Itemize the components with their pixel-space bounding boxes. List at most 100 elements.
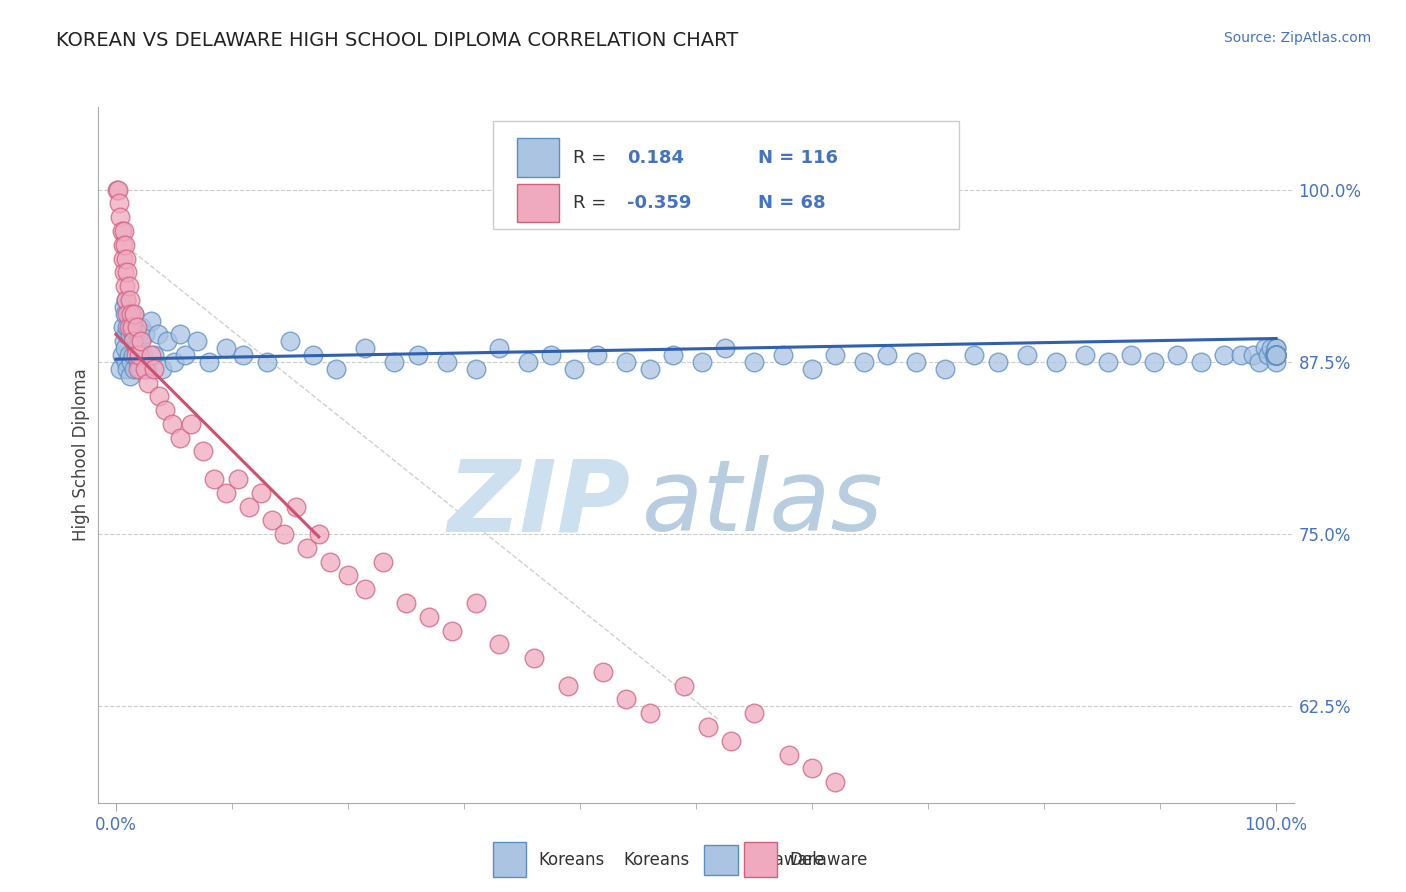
Text: Koreans: Koreans	[624, 851, 690, 869]
Point	[742, 355, 765, 369]
Point	[516, 355, 538, 369]
Point	[614, 355, 637, 369]
Point	[117, 320, 139, 334]
Point	[191, 444, 214, 458]
Point	[336, 568, 359, 582]
Bar	[517, 184, 558, 222]
Point	[1247, 355, 1270, 369]
Point	[1265, 348, 1288, 362]
Point	[1265, 348, 1288, 362]
Point	[1265, 348, 1288, 362]
Point	[1265, 348, 1288, 362]
Point	[136, 376, 159, 390]
Point	[801, 761, 824, 775]
Point	[238, 500, 260, 514]
Text: 0.184: 0.184	[627, 149, 683, 167]
Point	[522, 651, 544, 665]
Point	[1263, 348, 1285, 362]
Point	[115, 252, 138, 266]
Point	[114, 237, 136, 252]
Point	[1265, 348, 1288, 362]
Point	[1265, 348, 1288, 362]
Point	[1265, 355, 1288, 369]
Point	[115, 355, 138, 369]
Point	[1166, 348, 1188, 362]
Point	[371, 555, 394, 569]
Point	[117, 361, 139, 376]
Text: N = 68: N = 68	[758, 194, 825, 212]
Point	[114, 307, 136, 321]
Point	[436, 355, 458, 369]
Point	[1189, 355, 1212, 369]
Text: Delaware: Delaware	[789, 851, 868, 869]
Point	[1265, 348, 1288, 362]
Point	[661, 348, 683, 362]
Point	[121, 313, 143, 327]
Text: R =: R =	[572, 194, 612, 212]
Point	[169, 327, 191, 342]
Point	[586, 348, 609, 362]
Point	[1265, 348, 1288, 362]
Point	[215, 341, 238, 355]
Text: N = 116: N = 116	[758, 149, 838, 167]
Point	[114, 341, 136, 355]
Point	[772, 348, 794, 362]
Point	[592, 665, 614, 679]
Text: Koreans: Koreans	[538, 851, 605, 869]
Point	[562, 361, 585, 376]
Point	[278, 334, 301, 349]
Point	[557, 679, 579, 693]
Point	[115, 327, 138, 342]
Point	[1073, 348, 1095, 362]
Point	[354, 341, 377, 355]
Point	[273, 527, 295, 541]
Point	[134, 361, 156, 376]
Point	[122, 327, 145, 342]
Point	[778, 747, 800, 762]
Point	[186, 334, 208, 349]
Point	[143, 361, 166, 376]
Point	[284, 500, 307, 514]
Point	[308, 527, 330, 541]
Point	[124, 361, 146, 376]
Point	[120, 320, 142, 334]
Point	[1265, 348, 1288, 362]
Point	[1257, 348, 1279, 362]
Point	[1265, 348, 1288, 362]
Point	[174, 348, 197, 362]
Point	[226, 472, 249, 486]
Bar	[744, 842, 778, 877]
Point	[1265, 348, 1288, 362]
Point	[118, 327, 141, 342]
FancyBboxPatch shape	[494, 121, 959, 229]
Text: ZIP: ZIP	[447, 455, 630, 552]
Point	[824, 348, 846, 362]
Point	[256, 355, 278, 369]
Point	[125, 320, 148, 334]
Point	[690, 355, 713, 369]
Point	[128, 348, 150, 362]
Point	[153, 403, 176, 417]
Point	[120, 307, 142, 321]
Point	[714, 341, 737, 355]
Point	[1265, 348, 1288, 362]
Point	[117, 348, 139, 362]
Point	[1265, 348, 1288, 362]
Point	[1265, 348, 1288, 362]
Point	[1097, 355, 1119, 369]
Point	[1265, 348, 1288, 362]
Point	[131, 348, 153, 362]
Point	[1241, 348, 1264, 362]
Point	[614, 692, 637, 706]
Point	[122, 348, 145, 362]
Point	[131, 334, 153, 349]
Point	[801, 361, 824, 376]
Point	[1265, 348, 1288, 362]
Point	[488, 341, 510, 355]
Point	[125, 327, 148, 342]
Point	[139, 313, 162, 327]
Point	[673, 679, 696, 693]
Point	[395, 596, 418, 610]
Point	[250, 485, 273, 500]
Point	[262, 513, 284, 527]
